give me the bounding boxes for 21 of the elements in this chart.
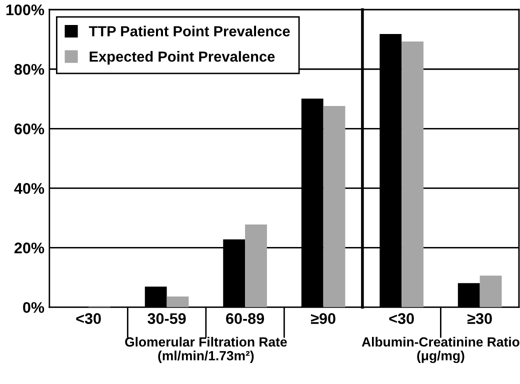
bar bbox=[323, 106, 346, 308]
bar bbox=[480, 276, 502, 308]
y-tick-label: 100% bbox=[6, 4, 44, 16]
bar bbox=[245, 224, 267, 308]
x-tick-label: <30 bbox=[389, 313, 414, 324]
bar bbox=[402, 41, 424, 308]
bar bbox=[166, 296, 189, 308]
x-tick-label: <30 bbox=[76, 313, 101, 324]
y-tick-label: 0% bbox=[23, 302, 44, 313]
y-tick-label: 20% bbox=[14, 242, 44, 254]
y-tick-label: 80% bbox=[14, 64, 44, 75]
y-tick-label: 60% bbox=[14, 124, 44, 134]
x-tick-label: 60-89 bbox=[226, 313, 264, 324]
x-axis-title: Albumin-Creatinine Ratio (μg/mg) bbox=[362, 336, 520, 364]
legend-label: Expected Point Prevalence bbox=[90, 51, 275, 65]
legend-label: TTP Patient Point Prevalence bbox=[88, 26, 290, 36]
x-tick-label: ≥90 bbox=[310, 313, 336, 324]
x-tick-label: ≥30 bbox=[468, 313, 492, 324]
x-axis-title: Glomerular Filtration Rate (ml/min/1.73m²) bbox=[125, 336, 287, 363]
x-tick-label: 30-59 bbox=[148, 313, 186, 324]
y-tick-label: 40% bbox=[14, 183, 44, 194]
